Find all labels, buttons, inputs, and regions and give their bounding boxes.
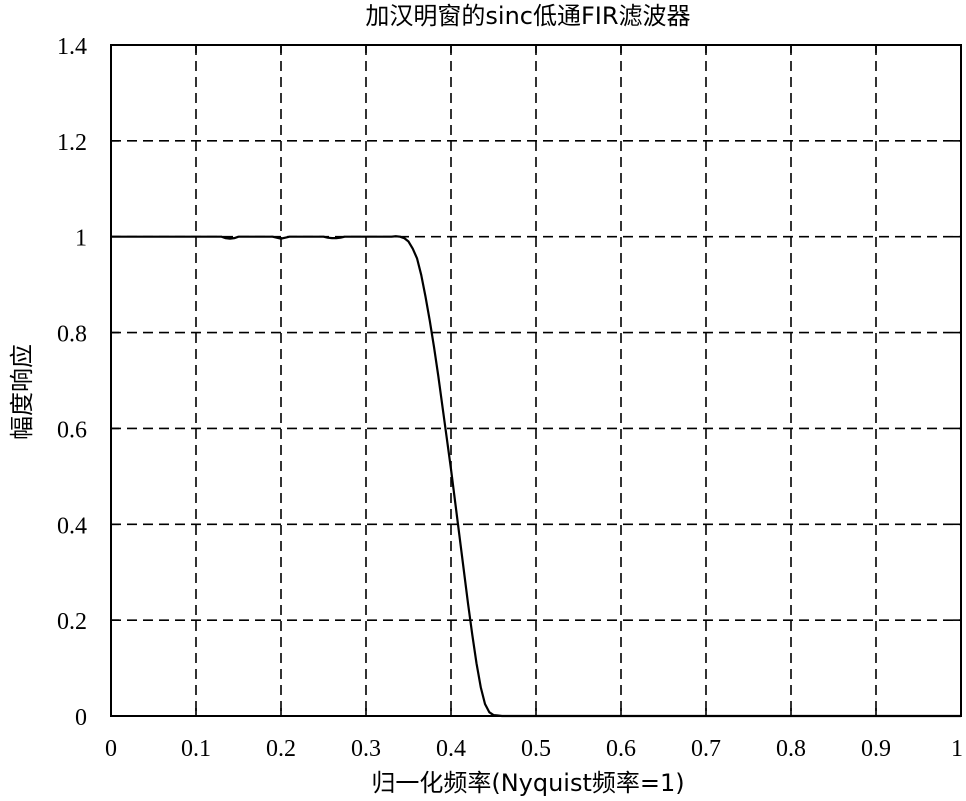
y-tick-labels: 0 0.2 0.4 0.6 0.8 1 1.2 1.4 xyxy=(57,34,87,731)
chart-title: 加汉明窗的sinc低通FIR滤波器 xyxy=(365,2,690,30)
y-tick-label: 0.8 xyxy=(57,322,87,348)
series-line xyxy=(111,235,961,718)
y-tick-label: 0 xyxy=(75,705,87,731)
x-tick-label: 0 xyxy=(105,736,117,762)
y-tick-label: 0.4 xyxy=(57,513,87,539)
x-tick-label: 0.2 xyxy=(266,736,296,762)
y-tick-label: 0.6 xyxy=(57,417,87,443)
x-tick-label: 0.9 xyxy=(861,736,891,762)
x-tick-labels: 0 0.1 0.2 0.3 0.4 0.5 0.6 0.7 0.8 0.9 1 xyxy=(105,736,963,762)
x-tick-label: 0.5 xyxy=(521,736,551,762)
x-tick-label: 0.4 xyxy=(436,736,466,762)
y-tick-label: 1.4 xyxy=(57,34,87,60)
y-tick-label: 1.2 xyxy=(57,130,87,156)
x-tick-label: 0.8 xyxy=(776,736,806,762)
x-tick-label: 0.7 xyxy=(691,736,721,762)
y-tick-label: 0.2 xyxy=(57,609,87,635)
x-tick-label: 0.6 xyxy=(606,736,636,762)
series-layer xyxy=(111,235,961,718)
x-tick-label: 0.1 xyxy=(181,736,211,762)
y-axis-title: 幅度响应 xyxy=(8,344,36,440)
x-tick-label: 1 xyxy=(951,736,963,762)
grid-lines xyxy=(111,45,961,716)
x-axis-title: 归一化频率(Nyquist频率=1) xyxy=(371,769,684,797)
x-tick-label: 0.3 xyxy=(351,736,381,762)
y-tick-label: 1 xyxy=(75,226,87,252)
